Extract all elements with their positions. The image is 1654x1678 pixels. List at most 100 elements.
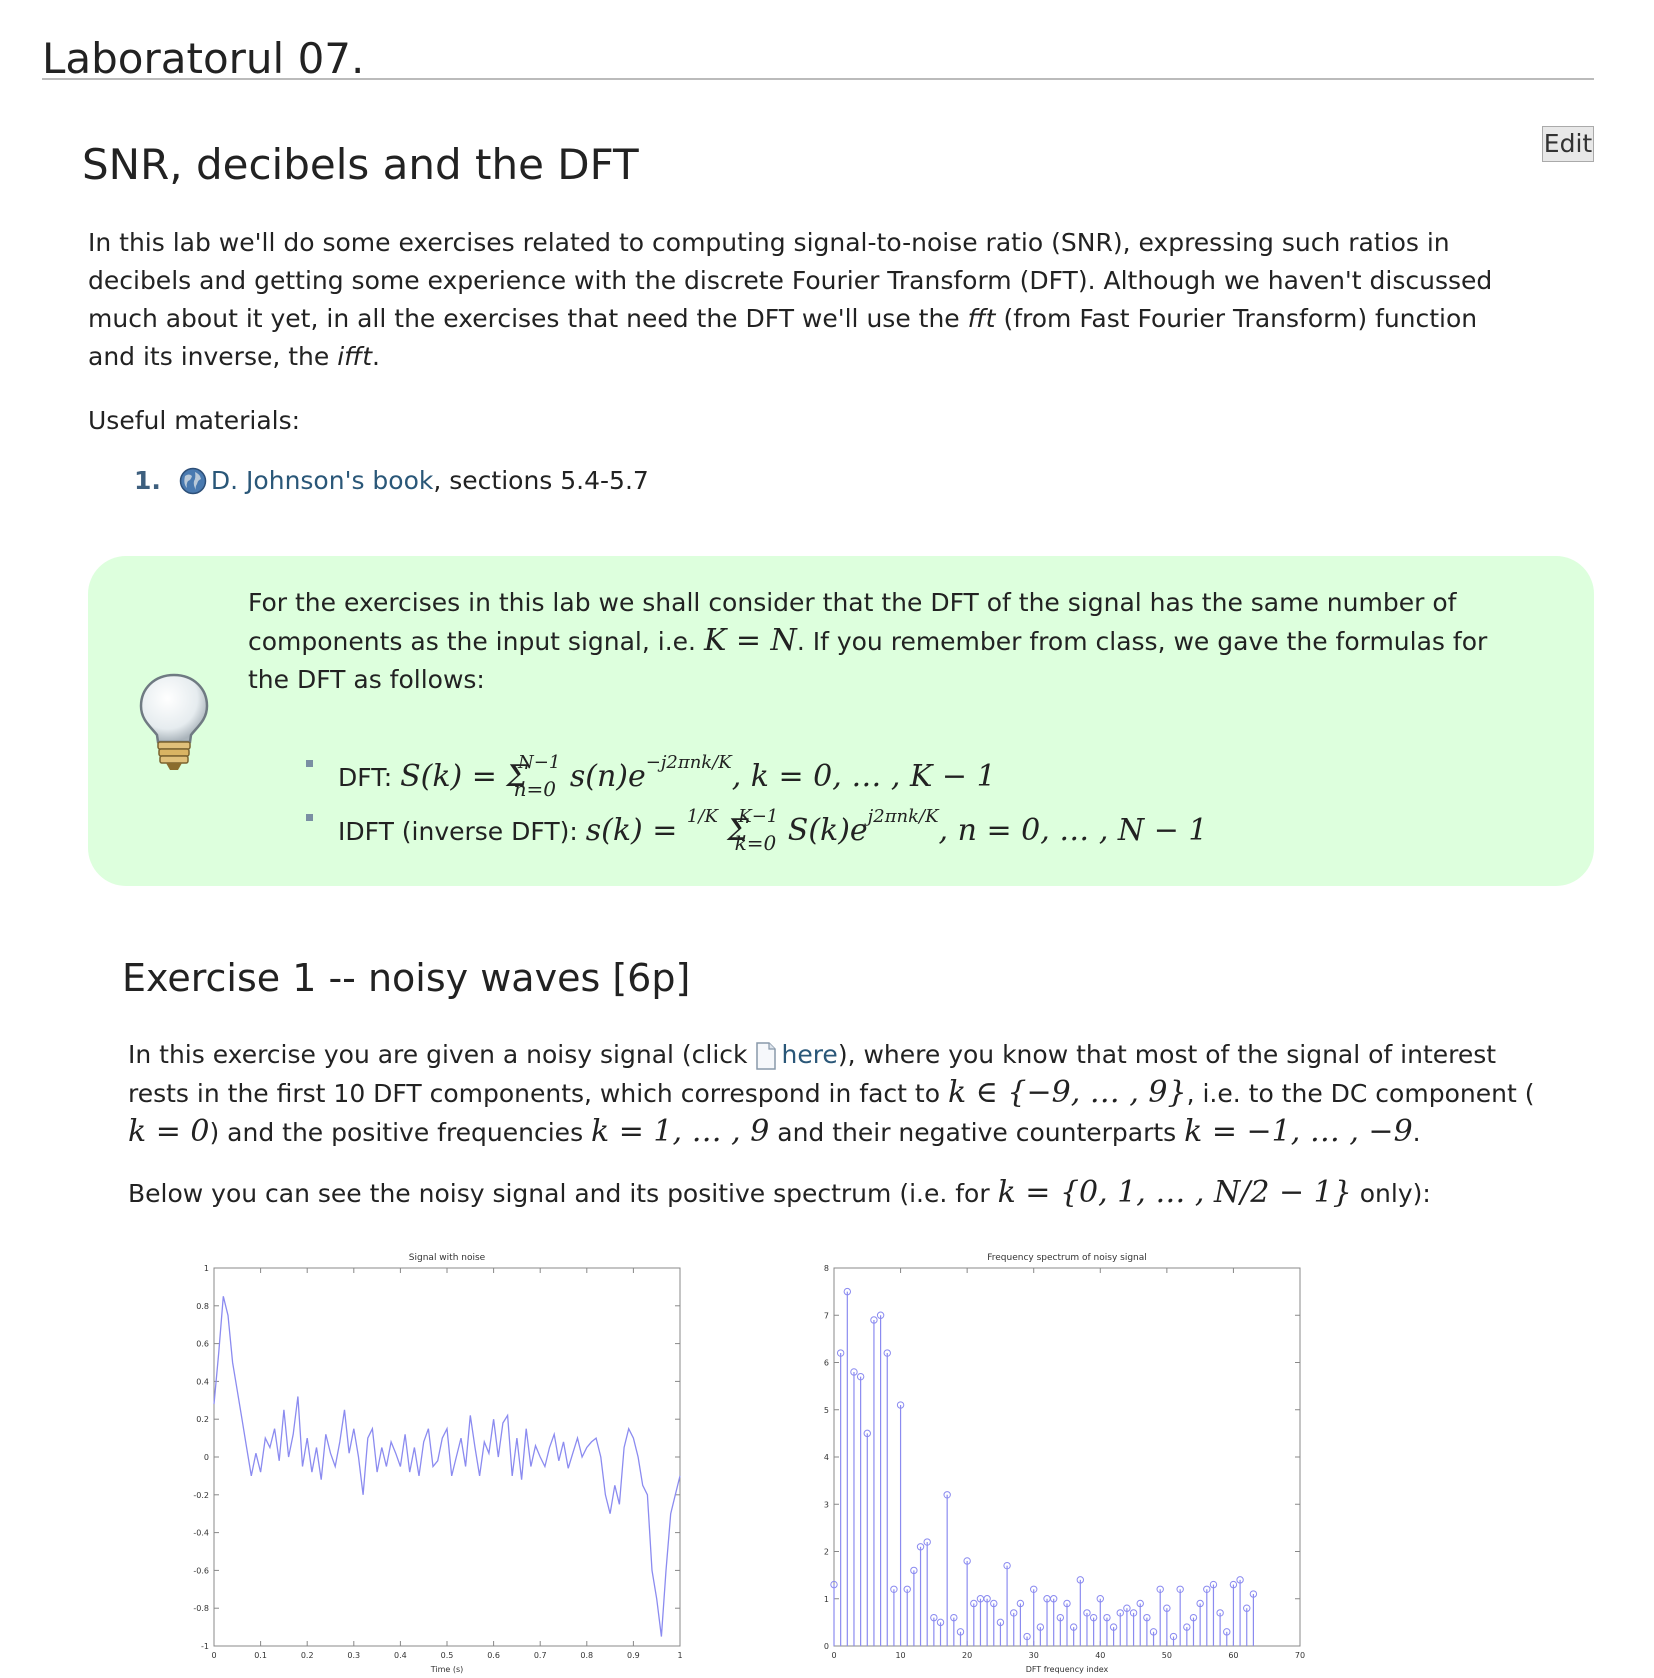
k-range-math: k ∈ {−9, … , 9}	[947, 1075, 1187, 1110]
x-tick-label: 40	[1095, 1651, 1105, 1660]
intro-paragraph: In this lab we'll do some exercises rela…	[88, 224, 1594, 376]
fft-term: fft	[967, 304, 996, 333]
k-zero-math: k = 0	[128, 1114, 210, 1149]
stem-marker	[1249, 1590, 1258, 1598]
tip-text-part: . If you remember from class, we gave th…	[796, 627, 1488, 656]
tip-text: For the exercises in this lab we shall c…	[248, 584, 1554, 699]
stem-marker	[1016, 1599, 1025, 1608]
stem-marker	[1010, 1609, 1018, 1617]
x-tick-label: 0.3	[347, 1651, 360, 1660]
y-tick-label: -0.8	[193, 1604, 209, 1613]
chart-title: Signal with noise	[409, 1253, 486, 1263]
stem-marker	[896, 1401, 905, 1409]
stem-marker	[876, 1311, 885, 1319]
ex-line-3: k = 0) and the positive frequencies k = …	[128, 1113, 1594, 1152]
plot-frame	[213, 1267, 681, 1647]
stem-marker	[1143, 1613, 1151, 1622]
y-tick-label: 3	[824, 1500, 829, 1509]
intro-text: .	[372, 342, 380, 371]
list-number: 1.	[134, 466, 161, 495]
stem-marker	[890, 1585, 898, 1593]
x-tick-label: 0.4	[394, 1651, 407, 1660]
lightbulb-icon	[139, 673, 209, 770]
x-tick-label: 0	[831, 1651, 836, 1660]
ex-text: ) and the positive frequencies	[209, 1118, 592, 1147]
stem-marker	[1109, 1623, 1118, 1631]
ex-line-1: In this exercise you are given a noisy s…	[128, 1036, 1594, 1074]
stem-marker	[863, 1429, 871, 1438]
stem-marker	[910, 1566, 918, 1575]
stem-marker	[836, 1349, 845, 1357]
signal-series-line	[213, 1296, 681, 1637]
x-tick-label: 0.5	[441, 1651, 454, 1660]
x-tick-label: 0	[211, 1651, 216, 1660]
below-paragraph: Below you can see the noisy signal and i…	[128, 1174, 1594, 1213]
stem-marker	[1203, 1585, 1211, 1593]
ex-text: and their negative counterparts	[769, 1118, 1185, 1147]
y-tick-label: 8	[824, 1264, 829, 1273]
y-tick-label: 5	[824, 1406, 829, 1415]
globe-icon	[179, 467, 207, 495]
x-tick-label: 60	[1228, 1651, 1238, 1660]
stem-marker	[936, 1618, 945, 1627]
stem-marker	[1229, 1580, 1238, 1589]
stem-marker	[1216, 1609, 1224, 1617]
intro-line-1: In this lab we'll do some exercises rela…	[88, 228, 1450, 257]
stem-marker	[996, 1618, 1005, 1627]
intro-line-4: and its inverse, the ifft.	[88, 338, 1594, 376]
stem-marker	[1189, 1613, 1198, 1622]
y-tick-label: -1	[201, 1642, 209, 1651]
stem-marker	[1163, 1604, 1171, 1612]
stem-marker	[1123, 1604, 1131, 1612]
signal-chart: Signal with noise 0 0.1 0.2 0.3 0.4 0.5 0.6 0.7 0…	[193, 1253, 682, 1674]
useful-materials-label: Useful materials:	[88, 406, 301, 435]
k-set-math: k = {0, 1, … , N/2 − 1}	[997, 1175, 1352, 1210]
ex-text: ), where you know that most of the signa…	[837, 1040, 1497, 1069]
tip-text-part: components as the input signal, i.e.	[248, 627, 704, 656]
noisy-signal-link[interactable]: here	[781, 1040, 838, 1069]
stem-marker	[1176, 1585, 1184, 1593]
johnson-book-link[interactable]: D. Johnson's book	[210, 466, 434, 495]
stem-marker	[1056, 1613, 1065, 1622]
stem-marker	[850, 1368, 858, 1376]
edit-button[interactable]: Edit	[1542, 126, 1594, 162]
below-text: only):	[1351, 1179, 1431, 1208]
x-axis-label: DFT frequency index	[1026, 1665, 1109, 1674]
stem-marker	[956, 1628, 965, 1636]
stem-marker	[1023, 1632, 1031, 1641]
stem-marker	[1003, 1561, 1011, 1570]
tip-line-1: For the exercises in this lab we shall c…	[248, 588, 1457, 617]
tip-line-3: the DFT as follows:	[248, 665, 485, 694]
x-tick-label: 0.6	[487, 1651, 500, 1660]
y-tick-label: 7	[824, 1311, 829, 1320]
y-tick-label: 1	[204, 1264, 209, 1273]
stem-marker	[1196, 1599, 1204, 1608]
intro-line-2: decibels and getting some experience wit…	[88, 266, 1493, 295]
stem-marker	[1243, 1604, 1251, 1612]
k-equals-n-math: K = N	[703, 623, 797, 658]
ex-text: In this exercise you are given a noisy s…	[128, 1040, 756, 1069]
document-icon	[756, 1042, 777, 1070]
y-tick-label: 0.2	[196, 1415, 209, 1424]
x-tick-label: 50	[1162, 1651, 1172, 1660]
exercise-1-paragraph: In this exercise you are given a noisy s…	[128, 1036, 1594, 1152]
x-tick-label: 30	[1029, 1651, 1039, 1660]
y-tick-label: 6	[824, 1359, 829, 1368]
title-divider	[42, 78, 1594, 80]
materials-list: 1. D. Johnson's book , sections 5.4-5.7	[134, 462, 649, 500]
stem-marker	[1136, 1599, 1144, 1608]
x-tick-label: 20	[962, 1651, 972, 1660]
stem-marker	[1036, 1623, 1045, 1631]
list-item-rest: , sections 5.4-5.7	[433, 466, 649, 495]
y-tick-label: 0.4	[196, 1377, 209, 1386]
exercise-1-title: Exercise 1 -- noisy waves [6p]	[122, 956, 691, 1000]
stem-marker	[1169, 1632, 1178, 1641]
stem-marker	[916, 1543, 925, 1551]
chart-title: Frequency spectrum of noisy signal	[987, 1253, 1147, 1263]
stem-marker	[1049, 1595, 1058, 1603]
stem-marker	[1103, 1613, 1111, 1622]
idft-label: IDFT (inverse DFT):	[338, 817, 586, 846]
stem-marker	[1236, 1576, 1244, 1584]
stem-marker	[1129, 1609, 1138, 1617]
